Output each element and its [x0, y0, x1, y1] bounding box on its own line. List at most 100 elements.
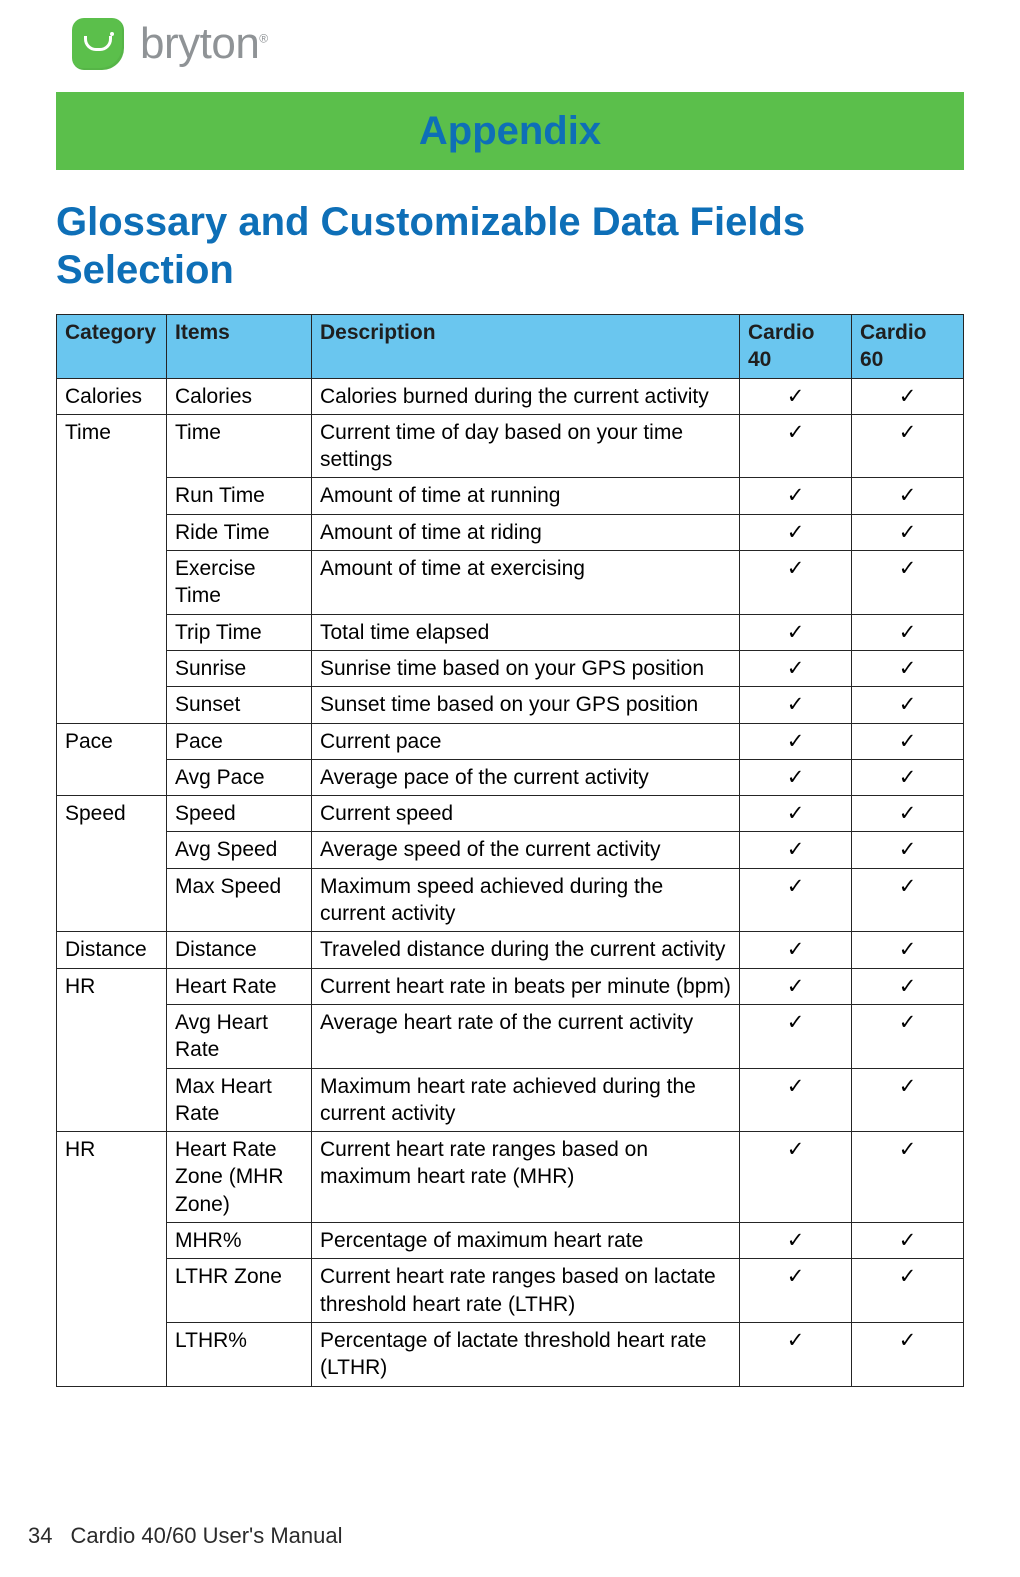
description-cell: Amount of time at exercising [312, 551, 740, 615]
description-cell: Average heart rate of the current activi… [312, 1004, 740, 1068]
table-header-cell: Description [312, 315, 740, 379]
cardio60-cell: ✓ [852, 687, 964, 723]
cardio40-cell: ✓ [740, 1132, 852, 1223]
cardio40-cell: ✓ [740, 1322, 852, 1386]
cardio40-cell: ✓ [740, 968, 852, 1004]
table-row: Ride TimeAmount of time at riding✓✓ [57, 514, 964, 550]
cardio40-cell: ✓ [740, 478, 852, 514]
cardio60-cell: ✓ [852, 1132, 964, 1223]
page-number: 34 [28, 1523, 52, 1549]
cardio60-cell: ✓ [852, 1004, 964, 1068]
cardio40-cell: ✓ [740, 514, 852, 550]
description-cell: Current pace [312, 723, 740, 759]
table-row: DistanceDistanceTraveled distance during… [57, 932, 964, 968]
cardio40-cell: ✓ [740, 1068, 852, 1132]
cardio60-cell: ✓ [852, 759, 964, 795]
description-cell: Calories burned during the current activ… [312, 378, 740, 414]
cardio40-cell: ✓ [740, 650, 852, 686]
cardio60-cell: ✓ [852, 1259, 964, 1323]
cardio60-cell: ✓ [852, 932, 964, 968]
cardio60-cell: ✓ [852, 414, 964, 478]
table-row: Run TimeAmount of time at running✓✓ [57, 478, 964, 514]
category-cell: Calories [57, 378, 167, 414]
description-cell: Percentage of maximum heart rate [312, 1223, 740, 1259]
item-cell: Run Time [167, 478, 312, 514]
table-header-cell: Items [167, 315, 312, 379]
cardio40-cell: ✓ [740, 723, 852, 759]
description-cell: Average pace of the current activity [312, 759, 740, 795]
table-row: TimeTimeCurrent time of day based on you… [57, 414, 964, 478]
cardio60-cell: ✓ [852, 551, 964, 615]
cardio60-cell: ✓ [852, 478, 964, 514]
description-cell: Current heart rate ranges based on lacta… [312, 1259, 740, 1323]
brand-logo-icon [72, 18, 124, 70]
description-cell: Sunrise time based on your GPS position [312, 650, 740, 686]
cardio60-cell: ✓ [852, 868, 964, 932]
item-cell: Avg Speed [167, 832, 312, 868]
item-cell: Heart Rate [167, 968, 312, 1004]
brand-registered-mark: ® [259, 31, 267, 45]
description-cell: Percentage of lactate threshold heart ra… [312, 1322, 740, 1386]
brand-name: bryton [140, 19, 259, 68]
cardio40-cell: ✓ [740, 1259, 852, 1323]
cardio40-cell: ✓ [740, 932, 852, 968]
cardio40-cell: ✓ [740, 378, 852, 414]
description-cell: Maximum heart rate achieved during the c… [312, 1068, 740, 1132]
page-footer: 34 Cardio 40/60 User's Manual [28, 1523, 343, 1549]
section-title: Glossary and Customizable Data Fields Se… [56, 198, 964, 294]
cardio60-cell: ✓ [852, 832, 964, 868]
description-cell: Traveled distance during the current act… [312, 932, 740, 968]
description-cell: Sunset time based on your GPS position [312, 687, 740, 723]
item-cell: Sunrise [167, 650, 312, 686]
item-cell: Pace [167, 723, 312, 759]
item-cell: Max Heart Rate [167, 1068, 312, 1132]
cardio60-cell: ✓ [852, 514, 964, 550]
item-cell: Avg Heart Rate [167, 1004, 312, 1068]
item-cell: Exercise Time [167, 551, 312, 615]
cardio40-cell: ✓ [740, 614, 852, 650]
description-cell: Current time of day based on your time s… [312, 414, 740, 478]
cardio60-cell: ✓ [852, 614, 964, 650]
item-cell: Speed [167, 796, 312, 832]
table-row: LTHR ZoneCurrent heart rate ranges based… [57, 1259, 964, 1323]
description-cell: Amount of time at riding [312, 514, 740, 550]
cardio40-cell: ✓ [740, 551, 852, 615]
description-cell: Total time elapsed [312, 614, 740, 650]
description-cell: Maximum speed achieved during the curren… [312, 868, 740, 932]
brand-header: bryton® [0, 0, 1020, 92]
item-cell: Max Speed [167, 868, 312, 932]
cardio60-cell: ✓ [852, 650, 964, 686]
table-row: Avg PaceAverage pace of the current acti… [57, 759, 964, 795]
cardio60-cell: ✓ [852, 723, 964, 759]
item-cell: Sunset [167, 687, 312, 723]
table-row: SpeedSpeedCurrent speed✓✓ [57, 796, 964, 832]
cardio60-cell: ✓ [852, 968, 964, 1004]
category-cell: Speed [57, 796, 167, 932]
manual-title: Cardio 40/60 User's Manual [70, 1523, 342, 1549]
table-row: CaloriesCaloriesCalories burned during t… [57, 378, 964, 414]
table-row: Trip TimeTotal time elapsed✓✓ [57, 614, 964, 650]
category-cell: Pace [57, 723, 167, 796]
category-cell: HR [57, 1132, 167, 1386]
cardio40-cell: ✓ [740, 687, 852, 723]
description-cell: Current heart rate in beats per minute (… [312, 968, 740, 1004]
table-row: PacePaceCurrent pace✓✓ [57, 723, 964, 759]
brand-wordmark: bryton® [140, 19, 268, 69]
category-cell: Time [57, 414, 167, 723]
item-cell: Ride Time [167, 514, 312, 550]
item-cell: Trip Time [167, 614, 312, 650]
table-row: SunriseSunrise time based on your GPS po… [57, 650, 964, 686]
item-cell: Distance [167, 932, 312, 968]
cardio40-cell: ✓ [740, 1004, 852, 1068]
item-cell: Avg Pace [167, 759, 312, 795]
table-row: LTHR%Percentage of lactate threshold hea… [57, 1322, 964, 1386]
table-row: SunsetSunset time based on your GPS posi… [57, 687, 964, 723]
table-header-cell: Cardio 40 [740, 315, 852, 379]
description-cell: Current heart rate ranges based on maxim… [312, 1132, 740, 1223]
table-row: HRHeart RateCurrent heart rate in beats … [57, 968, 964, 1004]
table-header-row: CategoryItemsDescriptionCardio 40Cardio … [57, 315, 964, 379]
item-cell: LTHR Zone [167, 1259, 312, 1323]
table-row: Max Heart RateMaximum heart rate achieve… [57, 1068, 964, 1132]
cardio40-cell: ✓ [740, 1223, 852, 1259]
cardio40-cell: ✓ [740, 832, 852, 868]
